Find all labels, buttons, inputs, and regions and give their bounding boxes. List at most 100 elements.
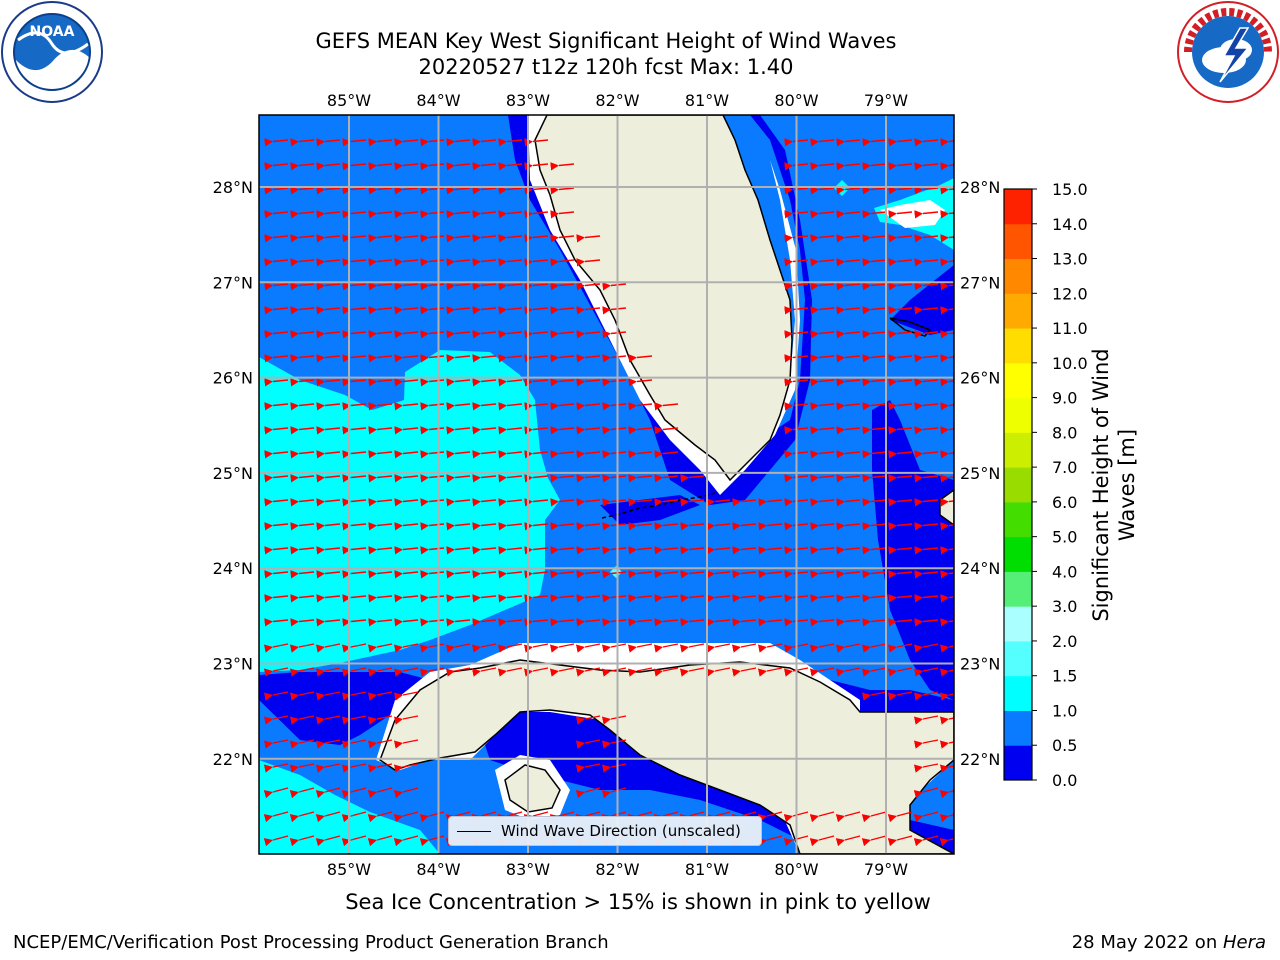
wave-direction-arrow [290,354,315,363]
lon-label-top: 79°W [864,91,908,110]
lon-label-bottom: 79°W [864,860,908,879]
wave-direction-arrow [705,643,731,653]
wave-direction-arrow [757,835,783,847]
colorbar-segment [1004,571,1032,607]
wave-direction-arrow [472,618,497,627]
wave-direction-arrow [758,498,783,507]
wave-direction-arrow [420,330,445,339]
wave-direction-arrow [524,138,549,147]
wave-direction-arrow [836,306,861,315]
wave-direction-arrow [914,570,939,579]
wave-direction-arrow [939,813,954,823]
wave-direction-arrow [575,763,601,773]
wave-direction-arrow [810,378,835,387]
wave-direction-arrow [576,306,601,315]
wave-direction-arrow [264,618,289,627]
wave-direction-arrow [472,522,497,531]
wave-direction-arrow [654,570,679,579]
wave-direction-arrow [524,546,549,555]
wave-direction-arrow [914,402,939,411]
wave-direction-arrow [862,618,887,627]
wave-direction-arrow [367,739,393,749]
wave-direction-arrow [810,138,835,147]
wave-direction-arrow [263,739,289,749]
wave-direction-arrow [576,498,601,507]
wave-direction-arrow [836,402,861,411]
wave-direction-arrow [394,186,419,195]
colorbar-segment [1004,675,1032,711]
wave-direction-arrow [316,378,341,387]
wave-direction-arrow [419,835,445,847]
wave-direction-arrow [264,234,289,243]
lon-label-bottom: 82°W [595,860,639,879]
wave-direction-arrow [420,306,445,315]
wave-direction-arrow [498,234,523,243]
wave-direction-arrow [680,570,705,579]
wave-direction-arrow [420,570,445,579]
wave-direction-arrow [628,450,653,459]
wave-direction-arrow [706,546,731,555]
wave-direction-arrow [446,450,471,459]
wave-direction-arrow [836,618,861,627]
wave-direction-arrow [550,474,575,483]
wave-direction-arrow [316,162,341,171]
colorbar-tick-label: 1.0 [1052,701,1077,720]
wave-direction-arrow [576,402,601,411]
colorbar-segment [1004,293,1032,329]
wave-direction-arrow [680,522,705,531]
lon-label-bottom: 81°W [685,860,729,879]
wave-direction-arrow [576,330,601,339]
wave-direction-arrow [290,570,315,579]
wave-direction-arrow [654,450,679,459]
wave-direction-arrow [445,667,471,677]
wave-direction-arrow [498,330,523,339]
wave-direction-arrow [472,186,497,195]
wave-direction-arrow [394,594,419,603]
wave-direction-arrow [472,306,497,315]
dark-blue-cuba-northeast [790,665,954,720]
wave-direction-arrow [862,402,887,411]
wave-direction-arrow [367,811,393,823]
wave-direction-arrow [940,426,954,435]
wave-direction-arrow [861,643,887,653]
footer-date-text: 28 May 2022 on [1071,932,1223,953]
wave-direction-arrow [654,594,679,603]
wave-direction-arrow [862,498,887,507]
wave-direction-arrow [316,498,341,507]
wave-direction-arrow [887,835,913,847]
wave-direction-arrow [315,667,341,677]
wave-direction-arrow [394,306,419,315]
wave-direction-arrow [316,546,341,555]
wave-direction-arrow [264,522,289,531]
wave-direction-arrow [368,282,393,291]
wave-direction-arrow [420,354,445,363]
wave-direction-arrow [471,643,497,653]
colorbar-tick-label: 9.0 [1052,389,1077,408]
wave-direction-arrow [576,234,601,243]
wave-direction-arrow [290,138,315,147]
wave-direction-arrow [472,234,497,243]
wave-direction-arrow [264,210,289,219]
wave-direction-arrow [758,522,783,531]
wave-direction-arrow [316,282,341,291]
wave-direction-arrow [367,715,393,725]
chart-title: GEFS MEAN Key West Significant Height of… [315,29,897,53]
footer-credit: NCEP/EMC/Verification Post Processing Pr… [13,932,609,953]
wave-direction-arrow [290,522,315,531]
wave-direction-arrow [446,594,471,603]
wave-direction-arrow [394,210,419,219]
wave-direction-arrow [654,522,679,531]
wave-direction-arrow [394,474,419,483]
wave-direction-arrow [264,138,289,147]
wave-direction-arrow [472,210,497,219]
wave-direction-arrow [316,426,341,435]
wave-direction-arrow [341,835,367,847]
wave-direction-arrow [445,643,471,653]
wave-direction-arrow [654,498,679,507]
wave-direction-arrow [420,210,445,219]
wave-direction-arrow [810,330,835,339]
wave-direction-arrow [732,498,757,507]
wave-direction-arrow [732,546,757,555]
colorbar-tick-label: 13.0 [1052,250,1088,269]
colorbar-segment [1004,258,1032,294]
